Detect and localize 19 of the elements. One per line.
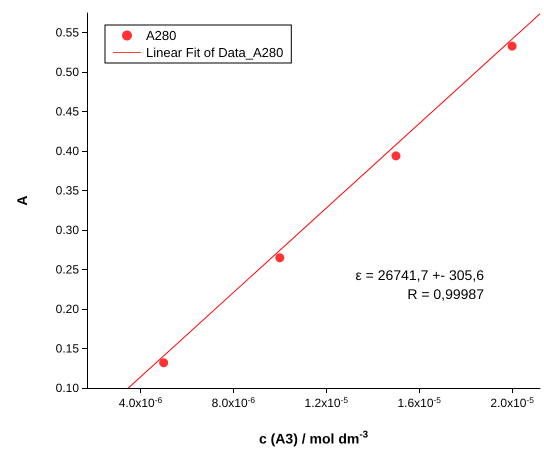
annotation: ε = 26741,7 +- 305,6 — [356, 267, 484, 283]
point — [391, 151, 400, 160]
y-tick-label: 0.40 — [56, 144, 80, 158]
y-tick-label: 0.50 — [56, 65, 80, 80]
y-tick-label: 0.30 — [56, 223, 80, 238]
legend-label: A280 — [146, 28, 176, 43]
point — [275, 253, 284, 262]
y-tick-label: 0.45 — [56, 104, 80, 119]
y-axis-title: A — [14, 195, 30, 206]
y-tick-label: 0.55 — [56, 26, 80, 40]
y-tick-label: 0.25 — [56, 262, 80, 277]
point — [508, 42, 517, 51]
y-tick-label: 0.35 — [56, 184, 80, 198]
y-tick-label: 0.20 — [56, 302, 80, 316]
y-tick-label: 0.15 — [56, 342, 80, 356]
point — [159, 358, 168, 368]
y-tick-label: 0.10 — [56, 381, 80, 395]
annotation: R = 0,99987 — [407, 286, 484, 302]
legend-label: Linear Fit of Data_A280 — [146, 45, 284, 60]
